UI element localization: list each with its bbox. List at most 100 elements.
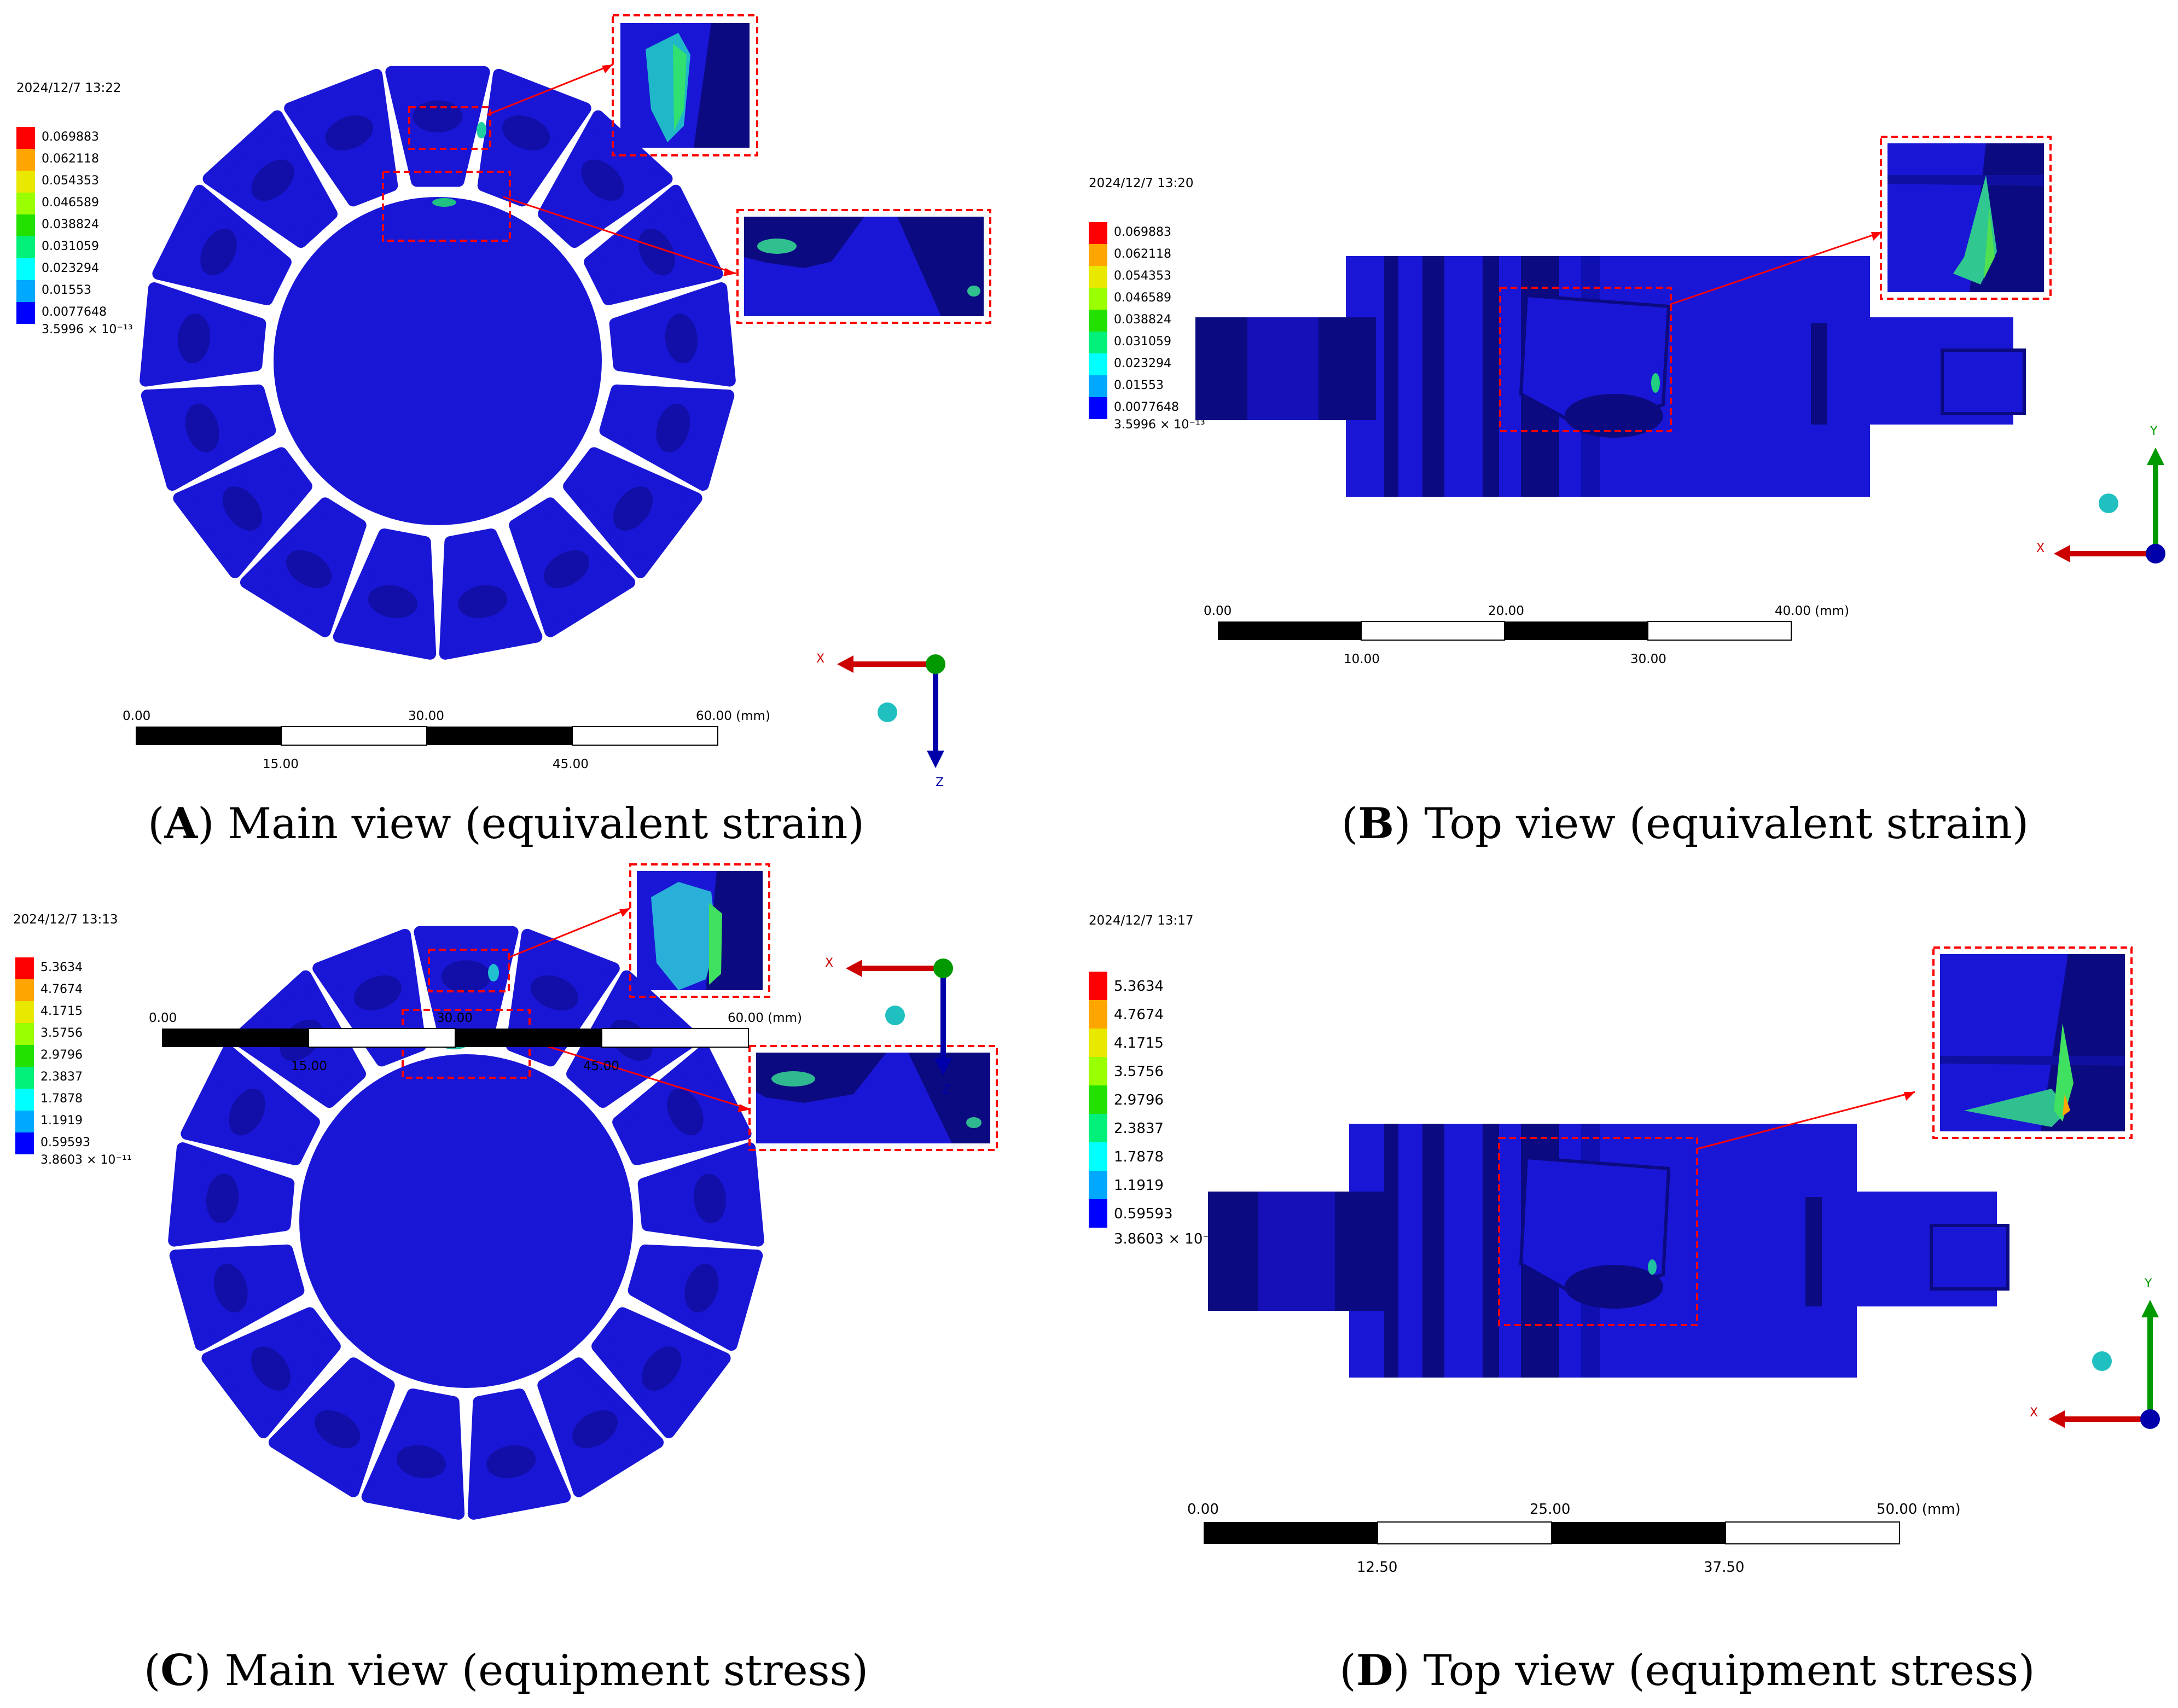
axis-label-x: X bbox=[825, 956, 834, 970]
callout-box bbox=[1499, 287, 1672, 432]
caption-text: Top view (equipment stress) bbox=[1423, 1646, 2035, 1695]
tooth-dimple bbox=[693, 1173, 727, 1224]
zoom-inset-upper bbox=[612, 14, 758, 156]
legend-label: 4.1715 bbox=[1114, 1035, 1164, 1051]
legend-label: 0.046589 bbox=[1114, 291, 1171, 305]
tooth-dimple bbox=[325, 115, 374, 150]
legend-swatch bbox=[16, 236, 35, 258]
legend-label: 2.3837 bbox=[40, 1070, 83, 1084]
legend-label: 0.062118 bbox=[1114, 247, 1171, 261]
tooth-dimple bbox=[200, 228, 237, 276]
arrowhead bbox=[723, 268, 736, 276]
axis-triad bbox=[837, 654, 945, 768]
legend-swatch bbox=[15, 1089, 34, 1111]
legend-label: 4.7674 bbox=[40, 983, 83, 996]
legend-swatch bbox=[1089, 375, 1107, 397]
caption-text: Main view (equipment stress) bbox=[224, 1646, 869, 1695]
legend-swatch bbox=[1089, 332, 1107, 353]
strain-hotspot bbox=[477, 122, 486, 138]
caption-letter: B bbox=[1358, 799, 1395, 849]
axis-label-x: X bbox=[2036, 542, 2045, 555]
callout-box-upper bbox=[428, 949, 510, 992]
arrowhead bbox=[737, 1104, 751, 1112]
legend-swatch bbox=[1089, 1142, 1107, 1171]
axis-label-y: Y bbox=[2145, 1277, 2152, 1291]
tooth-dimple bbox=[251, 1346, 291, 1391]
legend-swatch bbox=[1089, 1171, 1107, 1199]
legend-label: 4.7674 bbox=[1114, 1007, 1164, 1023]
tooth-dimple bbox=[206, 1173, 239, 1224]
scale-label: 30.00 bbox=[408, 709, 444, 723]
legend-swatch bbox=[16, 193, 35, 214]
legend-swatch bbox=[1089, 353, 1107, 375]
axis-label-z: Z bbox=[942, 1083, 951, 1097]
legend-swatch bbox=[15, 1132, 34, 1154]
legend-swatch bbox=[1089, 310, 1107, 332]
tooth-dimple bbox=[641, 1346, 682, 1391]
legend-label: 1.7878 bbox=[40, 1092, 83, 1106]
shaft-core bbox=[299, 1054, 633, 1388]
legend-swatch bbox=[1089, 244, 1107, 266]
tooth-dimple bbox=[177, 313, 211, 364]
tooth-dimple bbox=[530, 975, 579, 1010]
zoom-inset-lower bbox=[736, 209, 991, 324]
tooth-dimple bbox=[413, 100, 463, 133]
caption-a: (A) Main view (equivalent strain) bbox=[148, 799, 864, 849]
caption-text: Main view (equivalent strain) bbox=[228, 799, 864, 849]
shaft-core bbox=[274, 197, 602, 525]
legend-label: 0.054353 bbox=[42, 174, 99, 188]
scale-label: 0.00 bbox=[1187, 1501, 1219, 1518]
tooth-dimple bbox=[286, 550, 332, 588]
legend-swatch bbox=[1089, 972, 1107, 1000]
callout-box bbox=[1498, 1137, 1698, 1326]
timestamp: 2024/12/7 13:13 bbox=[13, 913, 118, 927]
scale-bar bbox=[136, 726, 718, 746]
arrowhead bbox=[1904, 1092, 1915, 1101]
panel-b: 2024/12/7 13:20 0.069883 0.062118 0.0543… bbox=[1089, 0, 2178, 853]
timestamp: 2024/12/7 13:20 bbox=[1089, 176, 1194, 190]
fea-main-view bbox=[136, 14, 991, 768]
scale-label: 30.00 bbox=[437, 1011, 473, 1025]
scale-label: 0.00 bbox=[123, 709, 151, 723]
legend-label: 2.9796 bbox=[40, 1048, 83, 1062]
legend-label: 1.7878 bbox=[1114, 1149, 1164, 1165]
tooth-dimple bbox=[396, 1445, 446, 1478]
legend-swatch bbox=[16, 302, 35, 324]
callout-arrow bbox=[525, 1038, 751, 1111]
callout-box-upper bbox=[408, 106, 491, 150]
tooth-dimple bbox=[185, 403, 219, 452]
arrowhead bbox=[1871, 232, 1882, 241]
scale-bar bbox=[162, 1028, 749, 1048]
legend-label: 3.5756 bbox=[1114, 1064, 1164, 1080]
legend-label: 0.031059 bbox=[42, 240, 99, 253]
scale-label: 25.00 bbox=[1530, 1501, 1571, 1518]
legend-label: 0.023294 bbox=[1114, 357, 1171, 370]
legend-label: 0.031059 bbox=[1114, 335, 1171, 348]
tooth-dimple bbox=[638, 228, 675, 276]
scale-label: 37.50 bbox=[1704, 1559, 1745, 1576]
tooth-dimple bbox=[213, 1263, 248, 1312]
legend-label: 0.054353 bbox=[1114, 269, 1171, 283]
fea-top-view bbox=[1204, 946, 2160, 1544]
scale-bar bbox=[1204, 1521, 1900, 1544]
tooth-dimple bbox=[543, 550, 590, 588]
scale-label: 20.00 bbox=[1488, 604, 1524, 618]
strain-hotspot bbox=[1651, 373, 1660, 393]
legend-label: 0.01553 bbox=[1114, 379, 1164, 392]
tooth-dimple bbox=[684, 1263, 719, 1312]
legend-min-label: 3.8603 × 10⁻¹¹ bbox=[1114, 1231, 1222, 1247]
tooth-dimple bbox=[458, 585, 508, 618]
legend-swatch bbox=[15, 1067, 34, 1089]
axis-label-x: X bbox=[2030, 1406, 2038, 1420]
arrowhead bbox=[602, 65, 613, 73]
tooth-ring bbox=[140, 66, 736, 660]
scale-label: 10.00 bbox=[1344, 652, 1380, 666]
axis-triad bbox=[2048, 1300, 2160, 1429]
legend-label: 1.1919 bbox=[1114, 1177, 1164, 1194]
legend-swatch bbox=[1089, 1199, 1107, 1228]
legend-swatch bbox=[16, 149, 35, 171]
legend-swatch bbox=[15, 1111, 34, 1132]
zoom-inset-upper bbox=[629, 863, 770, 998]
scale-label: 60.00 (mm) bbox=[728, 1011, 802, 1025]
legend-swatch bbox=[15, 1001, 34, 1023]
